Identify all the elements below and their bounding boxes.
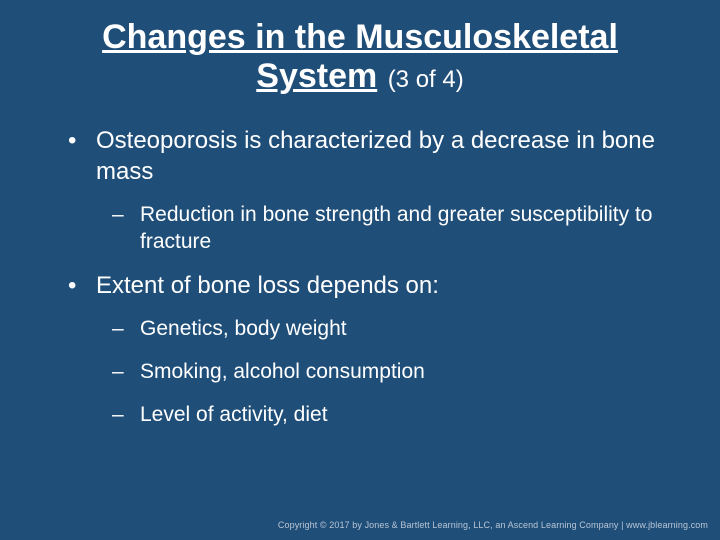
slide-content: Osteoporosis is characterized by a decre… — [40, 126, 680, 429]
bullet-level1: Extent of bone loss depends on: — [48, 271, 672, 302]
title-sub: (3 of 4) — [388, 66, 464, 93]
bullet-level1: Osteoporosis is characterized by a decre… — [48, 126, 672, 187]
slide: Changes in the Musculoskeletal System (3… — [0, 0, 720, 540]
copyright-text: Copyright © 2017 by Jones & Bartlett Lea… — [278, 520, 708, 530]
bullet-level2: Reduction in bone strength and greater s… — [48, 202, 672, 256]
bullet-level2: Genetics, body weight — [48, 316, 672, 343]
bullet-group: Extent of bone loss depends on: Genetics… — [48, 271, 672, 428]
title-main: Changes in the Musculoskeletal System — [102, 18, 618, 95]
bullet-level2: Level of activity, diet — [48, 402, 672, 429]
slide-title: Changes in the Musculoskeletal System (3… — [40, 18, 680, 96]
bullet-level2: Smoking, alcohol consumption — [48, 359, 672, 386]
bullet-group: Osteoporosis is characterized by a decre… — [48, 126, 672, 255]
